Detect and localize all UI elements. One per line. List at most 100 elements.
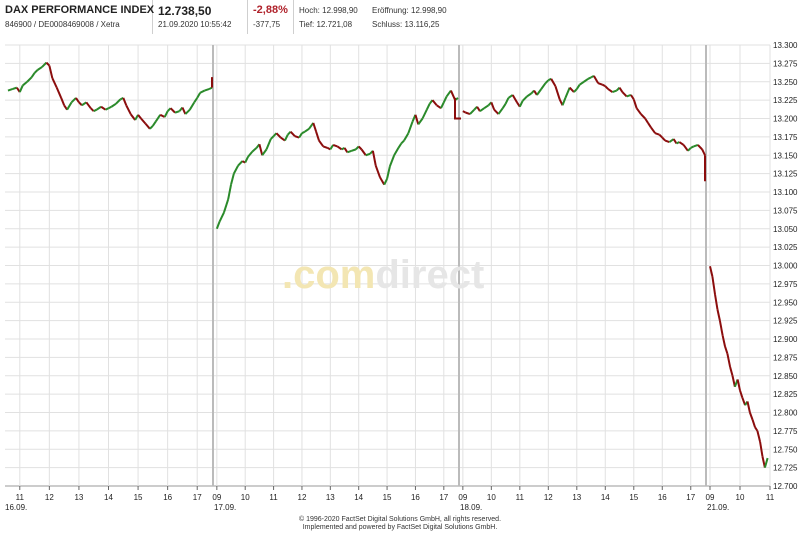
price-segment — [626, 94, 632, 98]
price-segment — [22, 80, 28, 87]
price-segment — [465, 111, 471, 116]
y-tick-label: 13.175 — [773, 133, 798, 142]
price-segment — [196, 92, 202, 99]
price-segment — [125, 104, 132, 115]
price-segment — [690, 145, 695, 149]
y-tick-label: 13.125 — [773, 170, 798, 179]
price-segment — [81, 101, 87, 107]
price-segment — [18, 85, 24, 93]
price-segment — [140, 117, 147, 125]
y-tick-label: 12.825 — [773, 390, 798, 399]
price-segment — [607, 88, 613, 93]
price-segment — [739, 390, 744, 399]
powered-by-line: Implemented and powered by FactSet Digit… — [302, 524, 498, 531]
price-segment — [105, 107, 109, 111]
price-segment — [137, 114, 142, 120]
price-segment — [445, 89, 452, 98]
price-segment — [547, 77, 552, 82]
price-segment — [33, 69, 39, 74]
price-segment — [60, 97, 66, 106]
price-segment — [371, 150, 377, 166]
price-segment — [521, 95, 528, 102]
x-tick-label: 17 — [686, 493, 695, 502]
price-segment — [697, 144, 703, 151]
price-segment — [318, 139, 325, 148]
price-segment — [222, 199, 230, 213]
price-segment — [746, 401, 751, 413]
price-segment — [526, 92, 532, 98]
price-segment — [672, 138, 678, 145]
x-tick-label: 17 — [193, 493, 202, 502]
price-segment — [265, 138, 272, 150]
price-segment — [237, 160, 244, 167]
price-segment — [322, 145, 328, 149]
price-segment — [724, 346, 729, 355]
change-absolute: -377,75 — [253, 20, 281, 29]
price-segment — [159, 113, 166, 118]
price-segment — [407, 121, 414, 134]
price-segment — [247, 150, 254, 158]
x-tick-label: 12 — [45, 493, 54, 502]
x-tick-label: 15 — [629, 493, 638, 502]
day-label: 16.09. — [5, 503, 27, 512]
x-tick-label: 16 — [163, 493, 172, 502]
price-segment — [564, 87, 571, 99]
price-segment — [258, 143, 264, 156]
price-segment — [721, 335, 726, 347]
prev-close: Schluss: 13.116,25 — [372, 20, 440, 29]
price-segment — [729, 366, 734, 377]
y-tick-label: 13.100 — [773, 188, 798, 197]
price-segment — [329, 144, 335, 150]
price-segment — [573, 88, 578, 93]
price-segment — [188, 101, 196, 111]
price-segment — [96, 105, 102, 111]
y-tick-label: 13.025 — [773, 243, 798, 252]
x-tick-label: 09 — [706, 493, 715, 502]
day-open: Eröffnung: 12.998,90 — [372, 6, 447, 15]
price-segment — [218, 212, 225, 222]
x-tick-label: 14 — [354, 493, 363, 502]
price-segment — [714, 294, 719, 310]
intraday-chart: 12.700 12.725 12.750 12.775 12.800 12.825 12.8… — [5, 41, 798, 512]
y-tick-label: 12.850 — [773, 372, 798, 381]
price-segment — [754, 426, 759, 432]
quote-datetime: 21.09.2020 10:55:42 — [158, 20, 232, 29]
price-segment — [511, 94, 518, 103]
x-tick-label: 16 — [658, 493, 667, 502]
price-segment — [716, 309, 721, 321]
y-tick-label: 12.775 — [773, 427, 798, 436]
price-segment — [199, 89, 206, 94]
y-tick-label: 12.725 — [773, 464, 798, 473]
y-tick-label: 13.200 — [773, 115, 798, 124]
price-segment — [230, 173, 235, 185]
price-segment — [100, 105, 107, 111]
x-axis-labels: 11 12 13 14 15 16 17 16.09. 09 10 11 12 13 14 15 16 17 17… — [5, 493, 775, 512]
x-tick-label: 13 — [326, 493, 335, 502]
price-segment — [312, 122, 318, 133]
price-segment — [365, 152, 371, 157]
price-segment — [726, 353, 732, 368]
price-segment — [554, 85, 561, 100]
x-tick-label: 11 — [516, 493, 525, 502]
price-segment — [682, 144, 689, 152]
x-tick-label: 10 — [241, 493, 250, 502]
price-segment — [184, 108, 191, 115]
price-segment — [493, 108, 500, 115]
price-segment — [701, 148, 706, 156]
price-segment — [593, 75, 600, 84]
quote-header: DAX PERFORMANCE INDEX 846900 / DE0008469… — [0, 0, 800, 34]
price-segment — [397, 142, 403, 149]
x-tick-label: 13 — [74, 493, 83, 502]
y-tick-label: 12.700 — [773, 482, 798, 491]
x-tick-label: 15 — [383, 493, 392, 502]
price-segment — [654, 132, 660, 136]
x-tick-label: 11 — [16, 493, 25, 502]
gap-line — [704, 155, 706, 182]
price-segment — [536, 88, 543, 96]
price-segment — [618, 87, 624, 93]
price-segment — [504, 97, 510, 105]
price-segment — [590, 74, 595, 79]
gap-line — [454, 97, 461, 120]
price-segment — [181, 107, 187, 115]
x-tick-label: 13 — [572, 493, 581, 502]
